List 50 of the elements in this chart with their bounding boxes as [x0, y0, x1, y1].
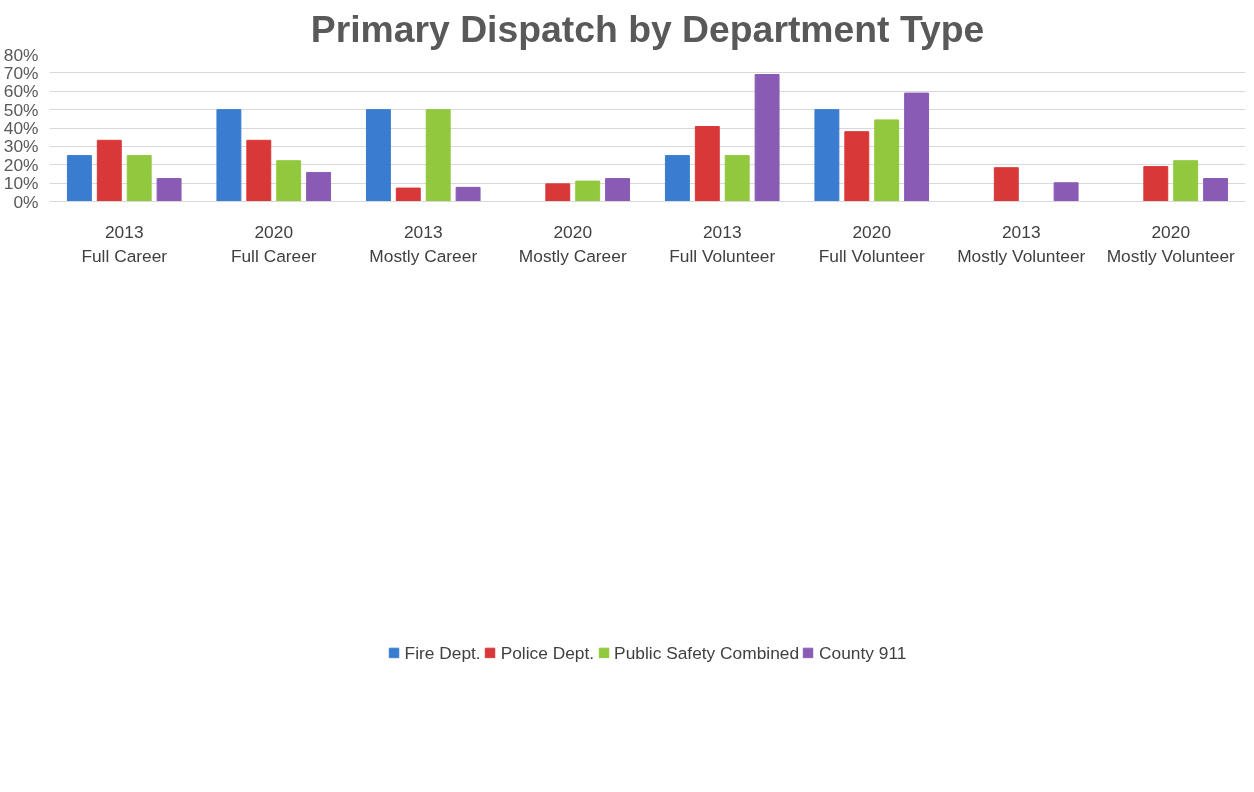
legend-label: Public Safety Combined [614, 642, 800, 664]
y-tick-label: 10% [3, 173, 39, 194]
bar [844, 131, 870, 202]
bar [425, 109, 451, 202]
x-tick-label: 2020 Mostly Career [518, 221, 627, 266]
y-tick-label: 40% [3, 118, 39, 138]
y-tick-label: 70% [3, 62, 39, 83]
bar [1203, 178, 1229, 202]
y-tick-label: 20% [3, 154, 39, 175]
x-tick-label: 2013 Mostly Volunteer [957, 221, 1086, 266]
bar [605, 178, 631, 202]
x-tick-label: 2020 Mostly Volunteer [1106, 221, 1236, 266]
bar [276, 160, 302, 202]
bar [575, 180, 601, 202]
bar [246, 139, 272, 202]
bar [126, 155, 152, 202]
bar [96, 139, 122, 202]
bar [216, 109, 242, 202]
bar [874, 119, 900, 202]
bar [545, 183, 571, 202]
legend-label: County 911 [819, 642, 907, 664]
bar [395, 187, 421, 202]
x-tick-label: 2020 Full Volunteer [818, 221, 925, 266]
legend-label: Fire Dept. [404, 642, 481, 664]
bar [694, 126, 720, 202]
y-tick-label: 30% [3, 136, 39, 157]
y-tick-label: 0% [13, 191, 39, 212]
bar [904, 92, 930, 202]
x-tick-label: 2013 Full Volunteer [669, 221, 776, 266]
bar [156, 178, 182, 202]
y-tick-label: 50% [3, 99, 39, 120]
bar [1053, 182, 1079, 202]
bar [306, 171, 332, 202]
bar [993, 167, 1019, 202]
y-tick-label: 60% [3, 81, 39, 102]
bar [814, 109, 840, 202]
bar [455, 186, 481, 202]
y-tick-label: 80% [3, 44, 39, 65]
bar [664, 155, 690, 202]
bar [754, 74, 780, 202]
legend-label: Police Dept. [500, 642, 595, 664]
x-tick-label: 2020 Full Career [230, 221, 317, 266]
bar [1173, 160, 1199, 202]
chart-title: Primary Dispatch by Department Type [310, 7, 985, 50]
bar [365, 109, 391, 202]
bar [724, 155, 750, 202]
x-tick-label: 2013 Mostly Career [369, 221, 478, 266]
bar [66, 155, 92, 202]
bar [1143, 166, 1169, 202]
x-tick-label: 2013 Full Career [81, 221, 168, 266]
